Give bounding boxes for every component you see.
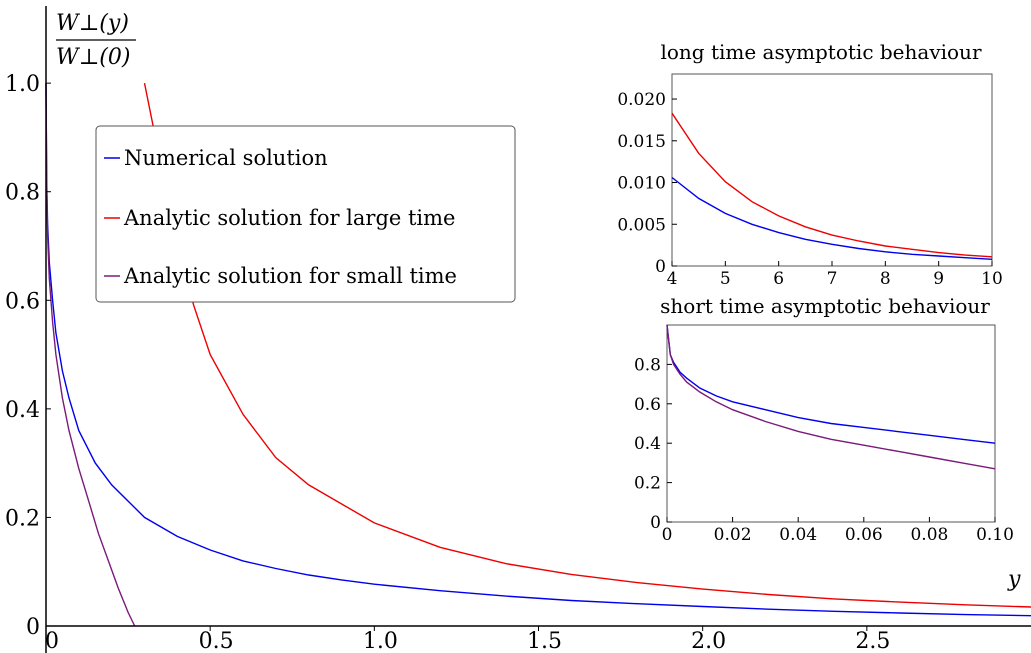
main-series-analytic-solution-for-large-time-line	[143, 82, 1031, 608]
inset-short-time-y-tick-label: 0.6	[634, 395, 661, 415]
inset-short-time-y-tick-label: 0.4	[634, 434, 661, 454]
inset-long-time-x-tick-label: 5	[720, 269, 731, 289]
inset-long-time-x-tick-label: 8	[880, 269, 891, 289]
main-y-label-numerator: W⊥(y)	[56, 11, 129, 36]
inset-long-time-y-tick-label: 0.020	[617, 90, 666, 110]
inset-short-time-title: short time asymptotic behaviour	[660, 294, 990, 318]
inset-long-time-series-1-line	[671, 176, 993, 260]
inset-short-time-x-tick-label: 0.02	[714, 525, 752, 545]
inset-long-time-x-tick-label: 9	[933, 269, 944, 289]
inset-short-time-x-tick-label: 0.10	[976, 525, 1014, 545]
inset-short-time-y-tick-label: 0	[650, 513, 661, 533]
main-x-label: y	[1007, 567, 1021, 592]
inset-long-time: long time asymptotic behaviour 4 5 6 7 8 9 10 0…	[617, 40, 1002, 289]
inset-short-time-x-tick-label: 0.08	[910, 525, 948, 545]
inset-short-time-series-group	[666, 324, 996, 470]
inset-short-time-x-tick-label: 0	[662, 525, 673, 545]
main-x-tick-label: 0.5	[199, 629, 234, 653]
legend-label-numerical: Numerical solution	[124, 146, 328, 170]
main-y-tick-label: 0.4	[5, 398, 40, 423]
main-x-tick-label: 2.5	[855, 629, 890, 653]
main-y-tick-label: 0.6	[5, 289, 40, 314]
inset-long-time-frame	[671, 73, 993, 267]
legend-label-small-time: Analytic solution for small time	[123, 264, 457, 288]
inset-short-time-y-tick-label: 0.8	[634, 355, 661, 375]
inset-long-time-y-tick-label: 0.010	[617, 174, 666, 194]
main-y-tick-label: 0	[26, 615, 40, 640]
inset-short-time: short time asymptotic behaviour 0 0.02 0.0…	[634, 294, 1014, 545]
inset-short-time-series-0-line	[666, 324, 996, 444]
main-y-label-denominator: W⊥(0)	[56, 45, 130, 70]
legend: Numerical solution Analytic solution for…	[95, 125, 516, 303]
main-x-tick-label: 2.0	[691, 629, 726, 653]
main-x-tick-label: 1.5	[527, 629, 562, 653]
main-y-tick-label: 1.0	[5, 72, 40, 97]
inset-long-time-ticks-group: 4 5 6 7 8 9 10 0 0.005 0.010 0.015 0.020	[617, 90, 1002, 289]
inset-short-time-y-tick-label: 0.2	[634, 474, 661, 494]
main-series-numerical-solution-line	[45, 83, 1031, 617]
inset-short-time-ticks-group: 0 0.02 0.04 0.06 0.08 0.10 0 0.2 0.4 0.6 0.8	[634, 355, 1014, 545]
inset-long-time-y-tick-label: 0.015	[617, 132, 666, 152]
inset-long-time-x-tick-label: 4	[667, 269, 678, 289]
main-plot: 0 0.5 1.0 1.5 2.0 2.5 0 0.2 0.4 0.6 0.8 1.0 W⊥(y) W…	[5, 6, 1031, 653]
inset-long-time-y-tick-label: 0	[655, 257, 666, 277]
main-x-tick-label: 0	[45, 629, 59, 653]
main-ticks-group: 0 0.5 1.0 1.5 2.0 2.5 0 0.2 0.4 0.6 0.8 1.0	[5, 72, 890, 653]
main-y-tick-label: 0.8	[5, 181, 40, 206]
main-series-analytic-solution-for-small-time-line	[45, 83, 136, 627]
main-y-tick-label: 0.2	[5, 506, 40, 531]
inset-long-time-x-tick-label: 6	[773, 269, 784, 289]
inset-short-time-x-tick-label: 0.04	[779, 525, 817, 545]
inset-long-time-x-tick-label: 10	[981, 269, 1003, 289]
inset-long-time-x-tick-label: 7	[827, 269, 838, 289]
main-x-tick-label: 1.0	[363, 629, 398, 653]
inset-long-time-title: long time asymptotic behaviour	[660, 40, 981, 64]
legend-box	[95, 125, 516, 303]
main-series-group	[45, 82, 1031, 627]
inset-long-time-series-0-line	[671, 112, 993, 258]
inset-long-time-series-group	[671, 112, 993, 260]
inset-short-time-series-1-line	[666, 324, 996, 470]
legend-label-large-time: Analytic solution for large time	[123, 206, 456, 230]
inset-long-time-y-tick-label: 0.005	[617, 215, 666, 235]
inset-short-time-x-tick-label: 0.06	[845, 525, 883, 545]
